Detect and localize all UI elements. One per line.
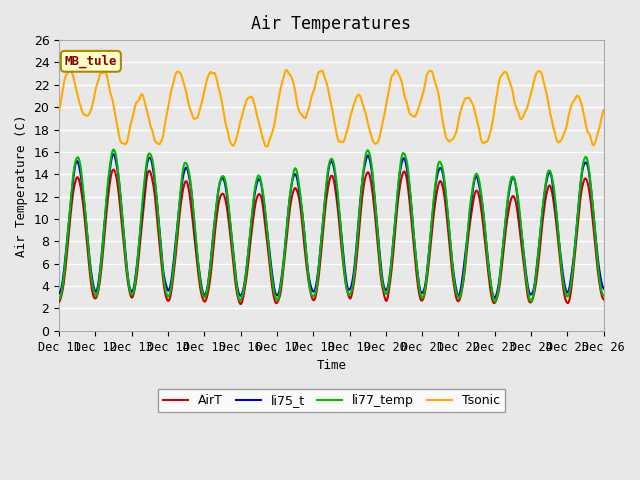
li77_temp [398, 152, 406, 157]
Text: MB_tule: MB_tule [65, 55, 117, 68]
AirT [399, 170, 407, 176]
Line: AirT: AirT [59, 169, 604, 304]
li75_t [600, 286, 607, 291]
li75_t [177, 187, 185, 193]
Line: li75_t: li75_t [59, 154, 604, 298]
X-axis label: Time: Time [316, 359, 346, 372]
li77_temp [110, 147, 118, 153]
Legend: AirT, li75_t, li77_temp, Tsonic: AirT, li75_t, li77_temp, Tsonic [158, 389, 504, 412]
Tsonic [65, 67, 73, 72]
li77_temp [122, 256, 130, 262]
Line: li77_temp: li77_temp [59, 150, 604, 301]
li75_t [65, 217, 73, 223]
li77_temp [491, 299, 499, 304]
Tsonic [262, 144, 269, 149]
AirT [55, 299, 63, 305]
li75_t [206, 266, 214, 272]
li77_temp [177, 183, 185, 189]
AirT [206, 278, 214, 284]
Y-axis label: Air Temperature (C): Air Temperature (C) [15, 114, 28, 257]
li75_t [55, 290, 63, 296]
li77_temp [414, 276, 422, 282]
Tsonic [399, 85, 407, 91]
Tsonic [206, 70, 214, 76]
AirT [110, 167, 118, 172]
li77_temp [206, 268, 214, 274]
Tsonic [415, 105, 422, 110]
Tsonic [122, 141, 130, 147]
li75_t [122, 254, 130, 260]
Tsonic [600, 108, 607, 113]
AirT [65, 228, 73, 234]
li75_t [110, 151, 118, 157]
AirT [177, 199, 185, 205]
li75_t [414, 274, 422, 280]
li77_temp [65, 217, 73, 223]
li77_temp [55, 296, 63, 302]
li77_temp [600, 293, 607, 299]
li75_t [491, 295, 499, 301]
Line: Tsonic: Tsonic [59, 68, 604, 146]
AirT [415, 288, 422, 294]
Tsonic [66, 65, 74, 71]
AirT [122, 262, 130, 268]
AirT [237, 301, 244, 307]
Title: Air Temperatures: Air Temperatures [252, 15, 412, 33]
Tsonic [55, 107, 63, 113]
Tsonic [177, 72, 185, 77]
AirT [600, 297, 607, 302]
li75_t [398, 158, 406, 164]
